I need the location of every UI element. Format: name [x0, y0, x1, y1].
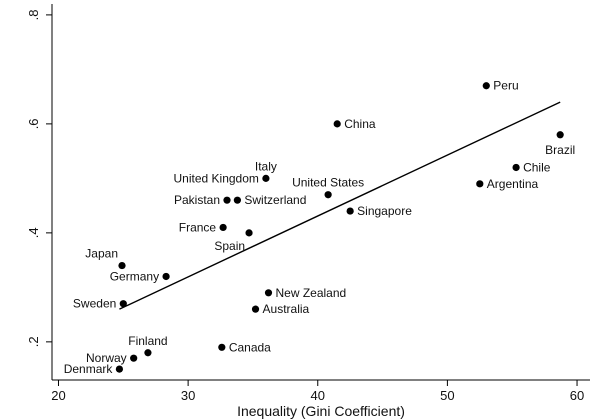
data-point	[333, 120, 341, 128]
point-label: Canada	[229, 340, 271, 354]
point-label: United States	[292, 176, 364, 190]
data-point	[130, 354, 138, 362]
data-point	[118, 261, 126, 270]
x-tick-label: 40	[311, 388, 325, 403]
point-label: United Kingdom	[174, 171, 259, 185]
point-label: China	[344, 117, 376, 131]
point-label: Singapore	[357, 204, 412, 218]
data-point	[476, 180, 484, 188]
point-label: Chile	[523, 160, 551, 174]
point-label: Spain	[214, 239, 245, 253]
point-label: New Zealand	[275, 286, 346, 300]
data-point	[219, 223, 227, 232]
fit-line	[119, 101, 561, 310]
point-label: Switzerland	[244, 193, 306, 207]
data-point	[162, 272, 170, 281]
y-tick-label: .6	[26, 118, 41, 129]
point-label: Argentina	[487, 177, 539, 191]
data-point	[556, 131, 564, 139]
data-point	[251, 305, 260, 313]
point-label: Sweden	[73, 297, 116, 311]
point-label: Norway	[86, 351, 127, 365]
point-label: Denmark	[64, 362, 114, 376]
point-label: Brazil	[545, 143, 575, 157]
point-label: Peru	[493, 79, 518, 93]
y-tick-label: .2	[26, 336, 41, 347]
point-labels: PeruChinaBrazilChileArgentinaItalyUnited…	[64, 79, 575, 376]
data-point	[218, 343, 226, 351]
data-point	[115, 365, 124, 373]
x-tick-label: 50	[440, 388, 454, 403]
point-label: Pakistan	[174, 193, 220, 207]
data-points	[115, 82, 564, 373]
data-point	[245, 229, 253, 237]
axes	[51, 4, 590, 381]
data-point	[346, 207, 354, 215]
x-tick-label: 60	[570, 388, 584, 403]
data-point	[482, 82, 490, 90]
y-tick-label: .4	[26, 227, 41, 238]
point-label: Japan	[85, 247, 118, 261]
data-point	[264, 289, 273, 297]
data-point	[223, 196, 231, 204]
x-tick-label: 20	[51, 388, 65, 403]
point-label: Australia	[263, 302, 310, 316]
point-label: France	[179, 220, 217, 234]
y-ticks: .2 .4 .6 .8	[26, 9, 52, 347]
data-point	[324, 191, 332, 199]
data-point	[119, 300, 127, 308]
x-axis-title: Inequality (Gini Coefficient)	[237, 403, 405, 419]
point-label: Italy	[255, 159, 277, 173]
y-tick-label: .8	[26, 9, 41, 20]
fit-line-group	[119, 101, 561, 310]
x-tick-label: 30	[181, 388, 195, 403]
data-point	[233, 196, 241, 204]
point-label: Finland	[128, 334, 167, 348]
data-point	[144, 349, 152, 357]
data-point	[512, 163, 520, 172]
x-ticks: 20 30 40 50 60	[51, 380, 584, 403]
data-point	[262, 174, 270, 182]
point-label: Germany	[110, 269, 159, 283]
